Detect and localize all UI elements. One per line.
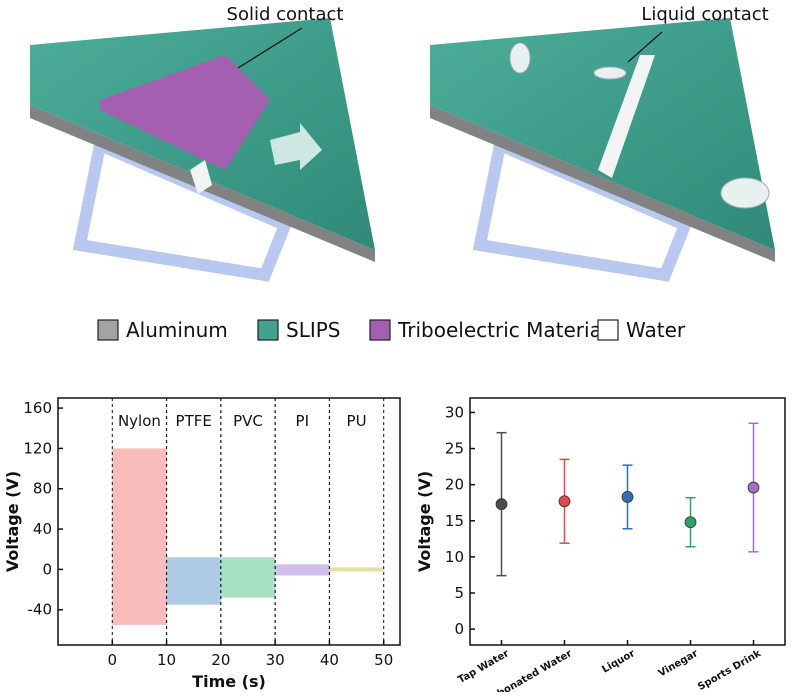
y-tick-label: 20 — [445, 476, 464, 494]
legend-swatch — [97, 319, 119, 341]
legend-swatch — [257, 319, 279, 341]
gap — [598, 55, 655, 178]
mean-point — [747, 481, 760, 494]
y-tick-label: 80 — [33, 480, 52, 498]
legend-label: Triboelectric Material — [397, 318, 607, 342]
signal-band — [275, 564, 330, 576]
segment-label: PTFE — [176, 412, 212, 430]
signal-band — [220, 557, 276, 598]
legend-label: SLIPS — [286, 318, 341, 342]
solid-contact-illustration: Solid contact — [30, 4, 375, 282]
x-tick-label: 0 — [108, 651, 118, 669]
x-tick-label: 20 — [211, 651, 230, 669]
pointer — [627, 31, 663, 63]
plot-frame — [57, 397, 401, 646]
legend-label: Aluminum — [126, 318, 228, 342]
x-tick-label: Vinegar — [657, 648, 700, 679]
tribo-material — [100, 55, 270, 170]
droplet — [509, 42, 531, 74]
legend-swatch — [369, 319, 391, 341]
y-tick-label: 120 — [23, 439, 52, 457]
y-tick-label: 5 — [454, 584, 464, 602]
y-axis-label: Voltage (V) — [415, 471, 434, 572]
y-tick-label: 0 — [42, 560, 52, 578]
segment-label: PVC — [233, 412, 263, 430]
y-tick-label: 160 — [23, 399, 52, 417]
legend-label: Water — [626, 318, 686, 342]
segment-label: PI — [296, 412, 309, 430]
signal-band — [166, 557, 221, 605]
x-tick-label: 50 — [374, 651, 393, 669]
y-tick-label: 0 — [454, 620, 464, 638]
y-tick-label: 15 — [445, 512, 464, 530]
label: Liquid contact — [641, 4, 768, 25]
signal-band — [329, 567, 384, 572]
x-tick-label: Sports Drink — [696, 648, 763, 692]
legend-swatch — [597, 319, 619, 341]
mean-point — [495, 498, 508, 511]
x-tick-label: Tap Water — [456, 648, 511, 686]
y-tick-label: 25 — [445, 440, 464, 458]
segment-label: Nylon — [118, 412, 161, 430]
aluminum-layer — [430, 105, 775, 262]
segment-label: PU — [347, 412, 367, 430]
y-tick-label: 10 — [445, 548, 464, 566]
y-axis-label: Voltage (V) — [3, 471, 22, 572]
mean-point — [558, 495, 571, 508]
slips-surface — [430, 18, 775, 250]
droplet — [720, 177, 770, 209]
gap — [190, 160, 212, 194]
mean-point — [684, 516, 697, 529]
label: Solid contact — [227, 4, 344, 25]
x-tick-label: 30 — [266, 651, 285, 669]
y-tick-label: 40 — [33, 520, 52, 538]
droplet — [593, 66, 627, 80]
arrow — [270, 123, 322, 170]
legend: Aluminum SLIPS Triboelectric Material Water — [97, 318, 686, 342]
x-tick-label: 40 — [320, 651, 339, 669]
mean-point — [621, 491, 634, 503]
x-tick-label: Liquor — [600, 648, 637, 675]
signal-band — [112, 448, 167, 625]
liquid-contact-illustration: Liquid contact — [430, 4, 775, 282]
x-axis-label: Time (s) — [192, 672, 266, 691]
y-tick-label: 30 — [445, 403, 464, 421]
pointer — [237, 27, 303, 69]
y-tick-label: -40 — [28, 601, 53, 619]
x-tick-label: 10 — [157, 651, 176, 669]
voltage-time-chart: -40 0 40 80 120 160 Voltage (V) 0 10 20 30 40 50 Time… — [3, 397, 401, 691]
